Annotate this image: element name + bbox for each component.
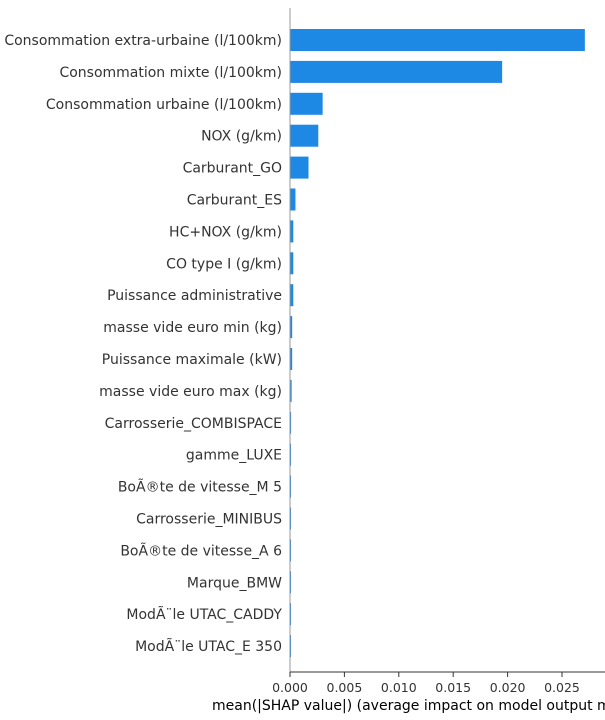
bar [290, 124, 319, 147]
category-label: Marque_BMW [187, 575, 282, 591]
category-label: CO type I (g/km) [166, 256, 282, 272]
category-label: masse vide euro min (kg) [103, 320, 282, 336]
category-label: Consommation mixte (l/100km) [59, 65, 282, 81]
bars-group [290, 29, 585, 658]
bar [290, 348, 293, 370]
bar [290, 284, 294, 307]
bar [290, 29, 585, 51]
bar [290, 316, 293, 339]
category-label: ModÃ¨le UTAC_E 350 [135, 638, 282, 655]
x-axis-ticks: 0.000 0.005 0.010 0.015 0.020 0.025 [272, 672, 580, 695]
bar [290, 60, 503, 83]
category-label: NOX (g/km) [201, 129, 282, 145]
category-label: gamme_LUXE [186, 448, 282, 464]
category-label: masse vide euro max (kg) [99, 384, 282, 400]
x-tick-label: 0.015 [435, 680, 471, 695]
x-tick-label: 0.005 [327, 680, 363, 695]
x-tick-label: 0.010 [381, 680, 417, 695]
category-labels: Consommation extra-urbaine (l/100km) Cons… [4, 33, 282, 655]
category-label: Carburant_GO [183, 161, 282, 177]
bar [290, 252, 294, 275]
bar [290, 379, 292, 402]
category-label: BoÃ®te de vitesse_M 5 [118, 479, 282, 496]
category-label: Puissance maximale (kW) [102, 352, 282, 368]
category-label: Carburant_ES [187, 193, 282, 209]
category-label: HC+NOX (g/km) [169, 224, 282, 240]
bar [290, 188, 296, 211]
x-tick-label: 0.020 [490, 680, 526, 695]
x-tick-label: 0.000 [272, 680, 308, 695]
category-label: BoÃ®te de vitesse_A 6 [120, 542, 282, 559]
x-tick-label: 0.025 [544, 680, 580, 695]
category-label: Puissance administrative [107, 288, 282, 304]
x-axis-title: mean(|SHAP value|) (average impact on mo… [212, 698, 605, 714]
bar [290, 411, 292, 434]
category-label: Carrosserie_MINIBUS [136, 512, 282, 528]
category-label: Consommation extra-urbaine (l/100km) [4, 33, 282, 49]
bar [290, 156, 309, 179]
category-label: ModÃ¨le UTAC_CADDY [126, 606, 282, 623]
bar [290, 92, 323, 115]
category-label: Carrosserie_COMBISPACE [105, 416, 282, 432]
bar [290, 220, 294, 243]
category-label: Consommation urbaine (l/100km) [46, 97, 282, 113]
